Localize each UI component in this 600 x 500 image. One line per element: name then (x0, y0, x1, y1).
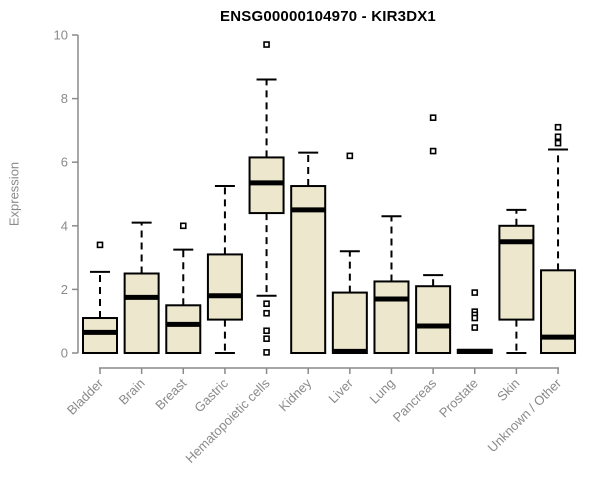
y-tick-label: 0 (61, 346, 68, 361)
x-category-label: Gastric (191, 375, 231, 415)
outlier-point (263, 309, 270, 317)
chart-title: ENSG00000104970 - KIR3DX1 (220, 8, 436, 25)
boxplot-kidney (290, 151, 327, 354)
outlier-point (263, 41, 270, 48)
outlier-point (263, 327, 270, 335)
outlier-point (96, 241, 104, 249)
y-tick-label: 2 (61, 282, 68, 297)
x-category-label: Pancreas (390, 375, 440, 425)
boxplot-lung (373, 215, 410, 355)
outlier-point (263, 300, 270, 308)
x-category-label: Liver (325, 375, 356, 406)
y-tick-label: 4 (61, 218, 68, 233)
y-axis-label: Expression (6, 161, 22, 227)
x-category-label: Prostate (436, 376, 481, 421)
outlier-point (554, 133, 562, 141)
outlier-point (554, 123, 562, 131)
boxplot-prostate (456, 289, 493, 355)
outlier-point (429, 114, 437, 121)
outlier-point (346, 152, 354, 160)
outlier-point (471, 289, 479, 296)
outlier-point (554, 139, 562, 147)
boxplot-hematopoietic-cells (248, 41, 285, 356)
boxplot-bladder (82, 241, 118, 354)
y-tick-label: 6 (61, 155, 68, 170)
boxplot-breast (165, 222, 202, 354)
boxplot-pancreas (415, 114, 452, 354)
x-category-label: Breast (152, 375, 189, 412)
outlier-point (471, 314, 479, 322)
outlier-point (263, 335, 270, 342)
x-category-label: Skin (494, 376, 522, 404)
x-category-label: Kidney (276, 375, 315, 414)
boxplot-gastric (206, 185, 243, 354)
outlier-point (429, 147, 437, 155)
x-category-label: Bladder (64, 375, 107, 418)
boxplot-skin (498, 208, 535, 354)
x-category-label: Lung (367, 376, 398, 407)
x-category-label: Unknown / Other (485, 375, 565, 455)
boxplot-liver (331, 152, 368, 354)
x-category-label: Brain (116, 376, 148, 408)
outlier-point (471, 324, 479, 331)
outlier-point (179, 222, 187, 230)
boxplot-unknown-other (540, 123, 577, 355)
boxplot-brain (123, 221, 160, 354)
y-tick-label: 10 (54, 28, 68, 43)
y-tick-label: 8 (61, 91, 68, 106)
outlier-point (263, 349, 270, 356)
